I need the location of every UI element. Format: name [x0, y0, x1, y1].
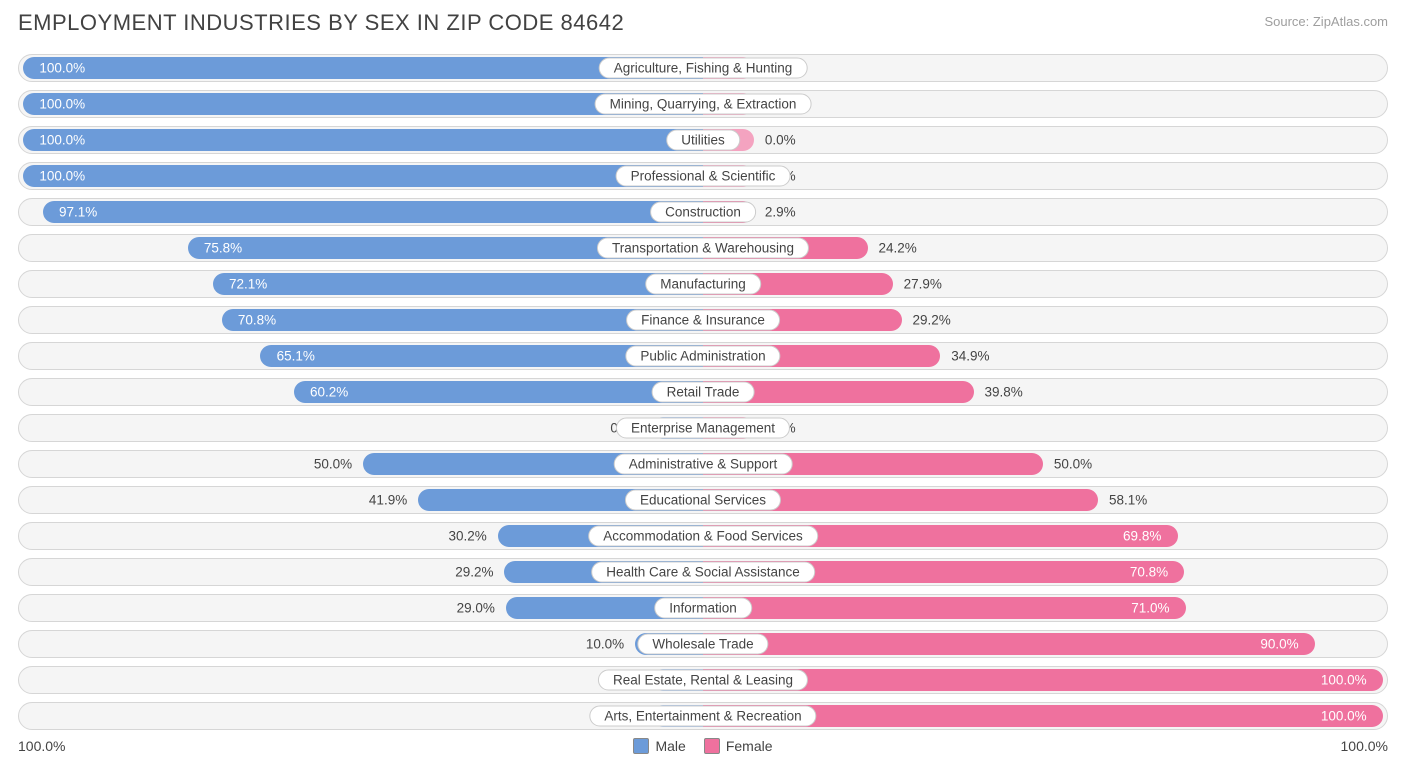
female-value: 2.9%	[765, 205, 796, 220]
chart-row: 0.0%0.0%Enterprise Management	[18, 414, 1388, 442]
female-value: 90.0%	[1260, 637, 1298, 652]
category-label: Health Care & Social Assistance	[591, 562, 815, 583]
category-label: Information	[654, 598, 752, 619]
male-value: 72.1%	[229, 277, 267, 292]
category-label: Mining, Quarrying, & Extraction	[595, 94, 812, 115]
female-value: 27.9%	[904, 277, 942, 292]
male-value: 50.0%	[314, 457, 352, 472]
legend-item-female: Female	[704, 738, 773, 754]
category-label: Educational Services	[625, 490, 781, 511]
male-value: 41.9%	[369, 493, 407, 508]
female-value: 58.1%	[1109, 493, 1147, 508]
chart-row: 29.2% 70.8% Health Care & Social Assistanc…	[18, 558, 1388, 586]
category-label: Transportation & Warehousing	[597, 238, 809, 259]
category-label: Accommodation & Food Services	[588, 526, 818, 547]
legend-female-label: Female	[726, 738, 773, 754]
female-value: 100.0%	[1321, 673, 1367, 688]
chart-row: 65.1% 34.9% Public Administration	[18, 342, 1388, 370]
chart-row: 100.0%0.0%Mining, Quarrying, & Extractio…	[18, 90, 1388, 118]
chart-row: 70.8% 29.2% Finance & Insurance	[18, 306, 1388, 334]
chart-row: 30.2% 69.8% Accommodation & Food Services	[18, 522, 1388, 550]
category-label: Utilities	[666, 130, 740, 151]
male-value: 75.8%	[204, 241, 242, 256]
male-bar	[294, 381, 703, 403]
category-label: Agriculture, Fishing & Hunting	[599, 58, 808, 79]
chart-row: 97.1% 2.9% Construction	[18, 198, 1388, 226]
chart-header: EMPLOYMENT INDUSTRIES BY SEX IN ZIP CODE…	[18, 10, 1388, 36]
chart-row: 75.8% 24.2% Transportation & Warehousing	[18, 234, 1388, 262]
male-bar	[43, 201, 703, 223]
category-label: Enterprise Management	[616, 418, 790, 439]
male-value: 100.0%	[39, 133, 85, 148]
category-label: Finance & Insurance	[626, 310, 780, 331]
legend-male-label: Male	[655, 738, 685, 754]
female-value: 24.2%	[878, 241, 916, 256]
male-value: 100.0%	[39, 61, 85, 76]
chart-row: 0.0%100.0%Real Estate, Rental & Leasing	[18, 666, 1388, 694]
chart-title: EMPLOYMENT INDUSTRIES BY SEX IN ZIP CODE…	[18, 10, 624, 36]
chart-row: 72.1% 27.9% Manufacturing	[18, 270, 1388, 298]
swatch-male	[633, 738, 649, 754]
chart-row: 10.0% 90.0% Wholesale Trade	[18, 630, 1388, 658]
legend-item-male: Male	[633, 738, 685, 754]
category-label: Construction	[650, 202, 756, 223]
male-value: 97.1%	[59, 205, 97, 220]
chart-footer: 100.0% Male Female 100.0%	[18, 738, 1388, 754]
female-value: 100.0%	[1321, 709, 1367, 724]
category-label: Public Administration	[625, 346, 780, 367]
female-value: 69.8%	[1123, 529, 1161, 544]
chart-row: 100.0%0.0%Professional & Scientific	[18, 162, 1388, 190]
female-value: 0.0%	[765, 133, 796, 148]
male-value: 29.2%	[455, 565, 493, 580]
chart-row: 60.2% 39.8% Retail Trade	[18, 378, 1388, 406]
female-value: 50.0%	[1054, 457, 1092, 472]
chart-row: 0.0%100.0%Arts, Entertainment & Recreati…	[18, 702, 1388, 730]
female-bar	[703, 597, 1186, 619]
male-value: 100.0%	[39, 97, 85, 112]
chart-area: 100.0%0.0%Agriculture, Fishing & Hunting…	[18, 54, 1388, 730]
female-value: 70.8%	[1130, 565, 1168, 580]
male-value: 30.2%	[448, 529, 486, 544]
male-value: 70.8%	[238, 313, 276, 328]
axis-right-label: 100.0%	[1341, 738, 1388, 754]
female-value: 71.0%	[1131, 601, 1169, 616]
category-label: Administrative & Support	[614, 454, 793, 475]
male-value: 29.0%	[457, 601, 495, 616]
male-bar	[23, 165, 703, 187]
female-bar	[703, 633, 1315, 655]
chart-row: 29.0% 71.0% Information	[18, 594, 1388, 622]
chart-row: 100.0% 0.0% Utilities	[18, 126, 1388, 154]
female-value: 34.9%	[951, 349, 989, 364]
male-value: 10.0%	[586, 637, 624, 652]
category-label: Retail Trade	[652, 382, 755, 403]
male-value: 100.0%	[39, 169, 85, 184]
chart-row: 50.0% 50.0% Administrative & Support	[18, 450, 1388, 478]
female-value: 29.2%	[912, 313, 950, 328]
category-label: Professional & Scientific	[616, 166, 791, 187]
male-bar	[23, 129, 703, 151]
male-value: 60.2%	[310, 385, 348, 400]
category-label: Arts, Entertainment & Recreation	[589, 706, 816, 727]
category-label: Manufacturing	[645, 274, 761, 295]
legend: Male Female	[633, 738, 772, 754]
chart-row: 100.0%0.0%Agriculture, Fishing & Hunting	[18, 54, 1388, 82]
swatch-female	[704, 738, 720, 754]
male-bar	[213, 273, 703, 295]
male-value: 65.1%	[277, 349, 315, 364]
chart-source: Source: ZipAtlas.com	[1264, 14, 1388, 29]
chart-row: 41.9% 58.1% Educational Services	[18, 486, 1388, 514]
category-label: Wholesale Trade	[637, 634, 768, 655]
axis-left-label: 100.0%	[18, 738, 65, 754]
category-label: Real Estate, Rental & Leasing	[598, 670, 808, 691]
female-value: 39.8%	[985, 385, 1023, 400]
